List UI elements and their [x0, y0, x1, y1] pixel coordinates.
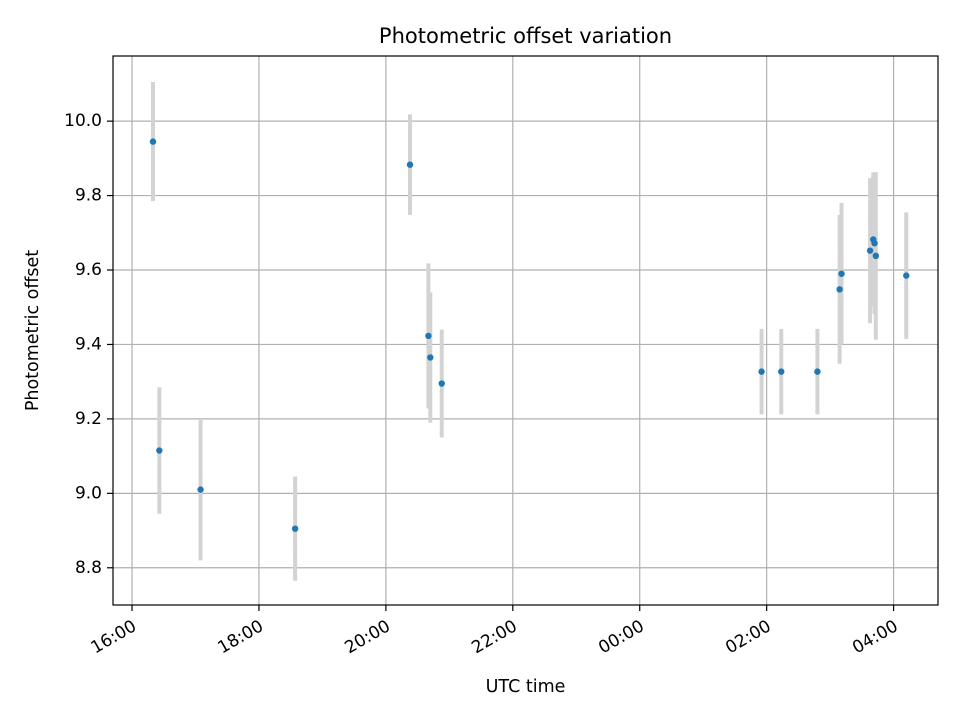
y-tick-label: 8.8 [75, 558, 102, 578]
data-point [427, 354, 434, 361]
data-point [814, 368, 821, 375]
data-point [872, 252, 880, 260]
data-point [149, 138, 157, 145]
data-point [291, 525, 299, 532]
x-axis-label: UTC time [486, 677, 566, 697]
y-tick-label: 10.0 [64, 111, 102, 131]
data-points [149, 138, 910, 532]
chart-title: Photometric offset variation [379, 24, 672, 48]
y-tick-label: 9.2 [75, 409, 102, 429]
y-tick-label: 9.4 [75, 334, 102, 354]
plot-frame [112, 55, 939, 606]
data-point [438, 380, 445, 387]
data-point [758, 368, 765, 375]
data-point [903, 272, 910, 279]
data-point [778, 368, 785, 375]
y-tick-label: 9.8 [75, 186, 102, 206]
data-point [838, 270, 845, 277]
data-point [866, 247, 874, 254]
data-point [197, 486, 204, 493]
data-point [406, 161, 414, 168]
data-point [836, 286, 843, 293]
y-tick-label: 9.6 [75, 260, 102, 280]
y-tick-label: 9.0 [75, 483, 102, 503]
data-point [871, 240, 878, 247]
y-axis-label: Photometric offset [23, 250, 43, 411]
data-point [156, 447, 163, 454]
data-point [425, 332, 432, 340]
grid [113, 56, 938, 605]
